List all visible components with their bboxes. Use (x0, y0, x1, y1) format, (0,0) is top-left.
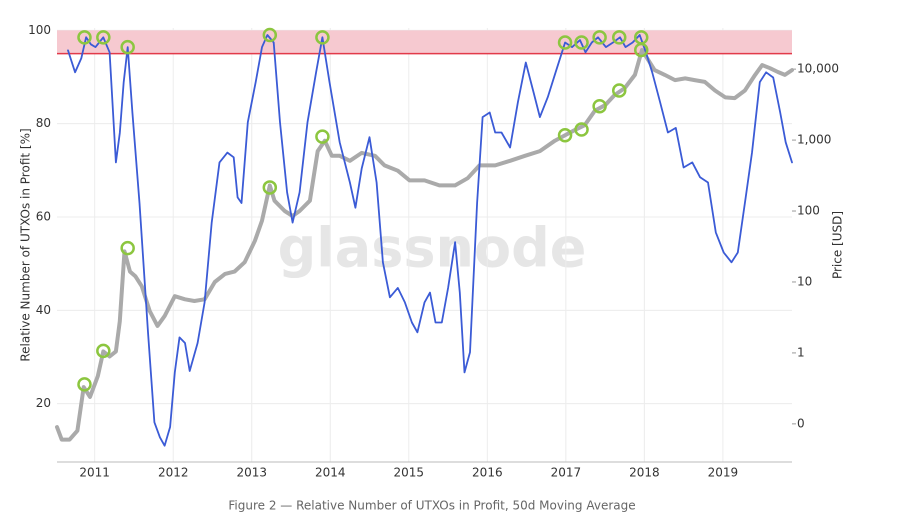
marker (592, 98, 607, 114)
marker (96, 343, 111, 359)
marker (574, 35, 589, 50)
marker (574, 122, 589, 137)
series-line (55, 48, 794, 442)
x-tick-label: 2013 (236, 466, 267, 480)
x-tick-label: 2017 (551, 466, 582, 480)
y2-tick-label: 1,000 (797, 133, 831, 147)
marker (592, 30, 607, 45)
x-tick-label: 2015 (394, 466, 425, 480)
x-tick-label: 2019 (708, 466, 739, 480)
marker (557, 127, 573, 143)
y-tick-label: 60 (36, 210, 51, 224)
y2-tick-label: 10,000 (797, 62, 839, 76)
y2-tick-label: 0 (797, 416, 805, 430)
x-tick-label: 2016 (472, 466, 503, 480)
y-axis-label: Relative Number of UTXOs in Profit [%] (19, 128, 33, 361)
series-line (67, 34, 793, 447)
y-tick-label: 40 (36, 303, 51, 317)
x-tick-label: 2014 (315, 466, 346, 480)
marker (315, 129, 330, 144)
marker (611, 83, 627, 98)
marker (96, 30, 111, 45)
y-tick-label: 100 (28, 23, 51, 37)
y2-tick-label: 10 (797, 274, 812, 288)
watermark: glassnode (278, 217, 587, 280)
x-tick-label: 2018 (629, 466, 660, 480)
highlight-band (57, 30, 792, 54)
marker (120, 39, 135, 55)
y-tick-label: 20 (36, 396, 51, 410)
marker (262, 180, 278, 195)
caption: Figure 2 — Relative Number of UTXOs in P… (228, 499, 635, 513)
marker (77, 377, 92, 392)
marker (262, 27, 278, 43)
marker (633, 42, 649, 58)
x-tick-label: 2011 (79, 466, 110, 480)
marker (611, 30, 627, 45)
y2-axis-label: Price [USD] (831, 211, 845, 279)
x-tick-label: 2012 (158, 466, 189, 480)
marker (315, 30, 330, 45)
y2-tick-label: 1 (797, 345, 805, 359)
y-tick-label: 80 (36, 116, 51, 130)
marker (557, 35, 573, 50)
marker (77, 30, 92, 45)
y2-tick-label: 100 (797, 204, 820, 218)
marker (120, 240, 135, 256)
